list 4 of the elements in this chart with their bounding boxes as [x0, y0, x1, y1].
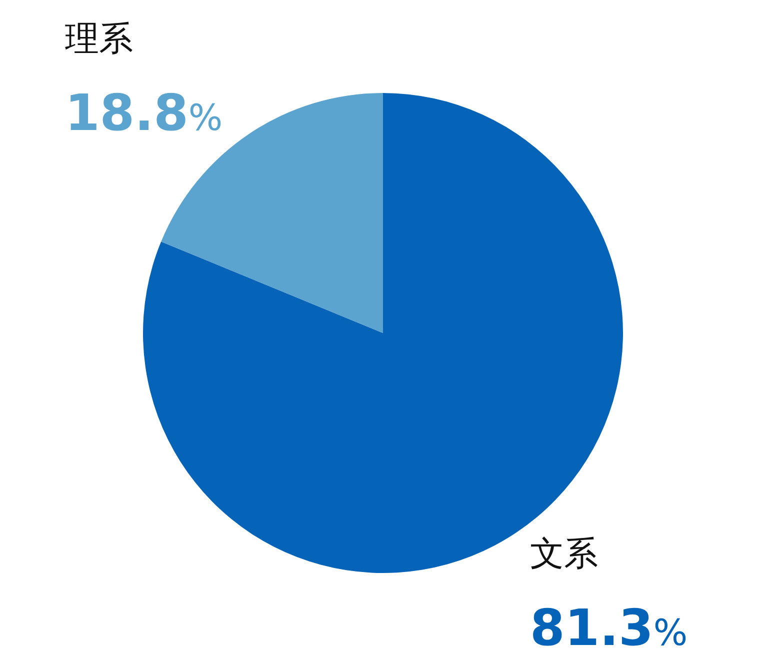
slice-label: 理系	[65, 19, 133, 59]
data-label: 81.3%	[530, 599, 688, 657]
slice-label: 文系	[530, 534, 598, 574]
data-label: 18.8%	[65, 84, 223, 142]
